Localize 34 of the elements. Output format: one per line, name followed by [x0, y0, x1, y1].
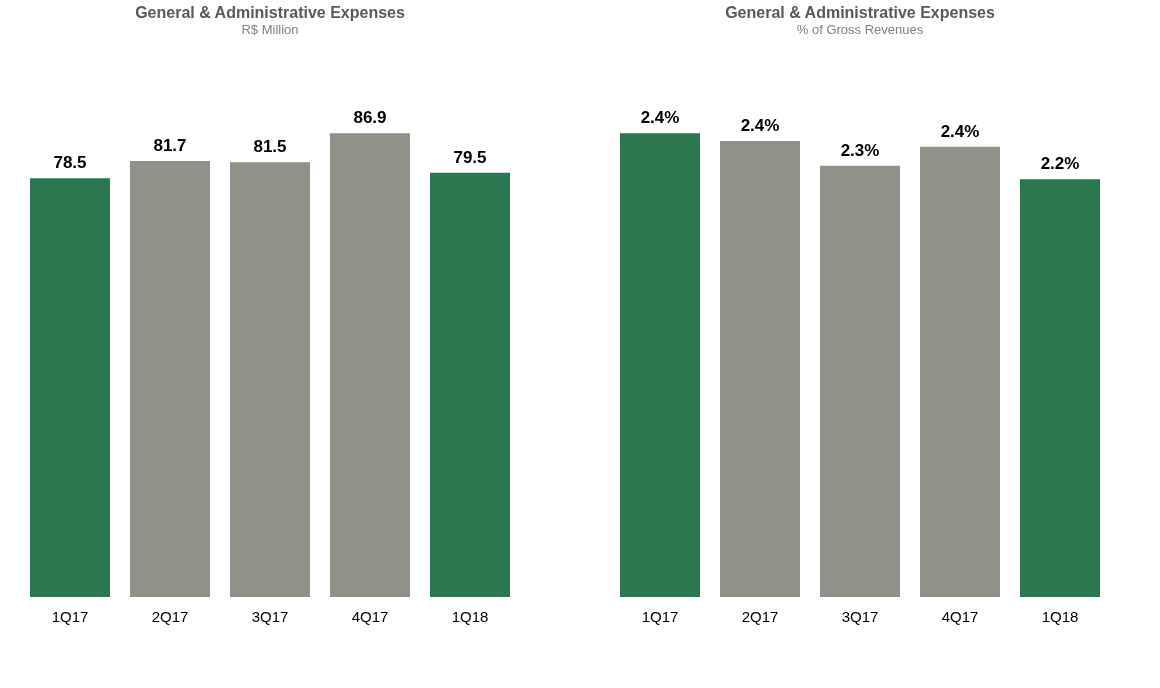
x-tick-label: 1Q17: [641, 607, 679, 625]
x-tick-label: 3Q17: [841, 607, 879, 625]
data-label: 81.5: [253, 137, 287, 157]
x-tick-label: 1Q18: [451, 607, 489, 625]
bar: [720, 141, 800, 597]
bar: [820, 165, 900, 597]
x-tick-label: 1Q17: [51, 607, 89, 625]
data-label: 79.5: [453, 147, 487, 167]
bar: [430, 172, 510, 597]
x-tick-label: 2Q17: [151, 607, 189, 625]
chart-subtitle: R$ Million: [241, 22, 299, 37]
bar: [1020, 179, 1100, 597]
x-tick-label: 4Q17: [351, 607, 389, 625]
chart-title: General & Administrative Expenses: [135, 4, 405, 21]
bar: [30, 178, 110, 597]
chart-title: General & Administrative Expenses: [725, 4, 995, 21]
data-label: 2.2%: [1040, 154, 1080, 174]
bar: [620, 133, 700, 597]
x-tick-label: 3Q17: [251, 607, 289, 625]
bar: [130, 161, 210, 597]
bar: [330, 133, 410, 597]
data-label: 2.4%: [740, 116, 780, 135]
data-label: 78.5: [53, 153, 87, 173]
data-label: 86.9: [353, 108, 387, 128]
data-label: 2.3%: [840, 140, 880, 160]
x-tick-label: 1Q18: [1041, 607, 1079, 625]
bar: [230, 162, 310, 597]
data-label: 2.4%: [940, 121, 980, 141]
data-label: 2.4%: [640, 108, 680, 128]
data-label: 81.7: [153, 136, 187, 156]
bar: [920, 146, 1000, 597]
x-tick-label: 4Q17: [941, 607, 979, 625]
chart-subtitle: % of Gross Revenues: [796, 22, 924, 37]
x-tick-label: 2Q17: [741, 607, 779, 625]
